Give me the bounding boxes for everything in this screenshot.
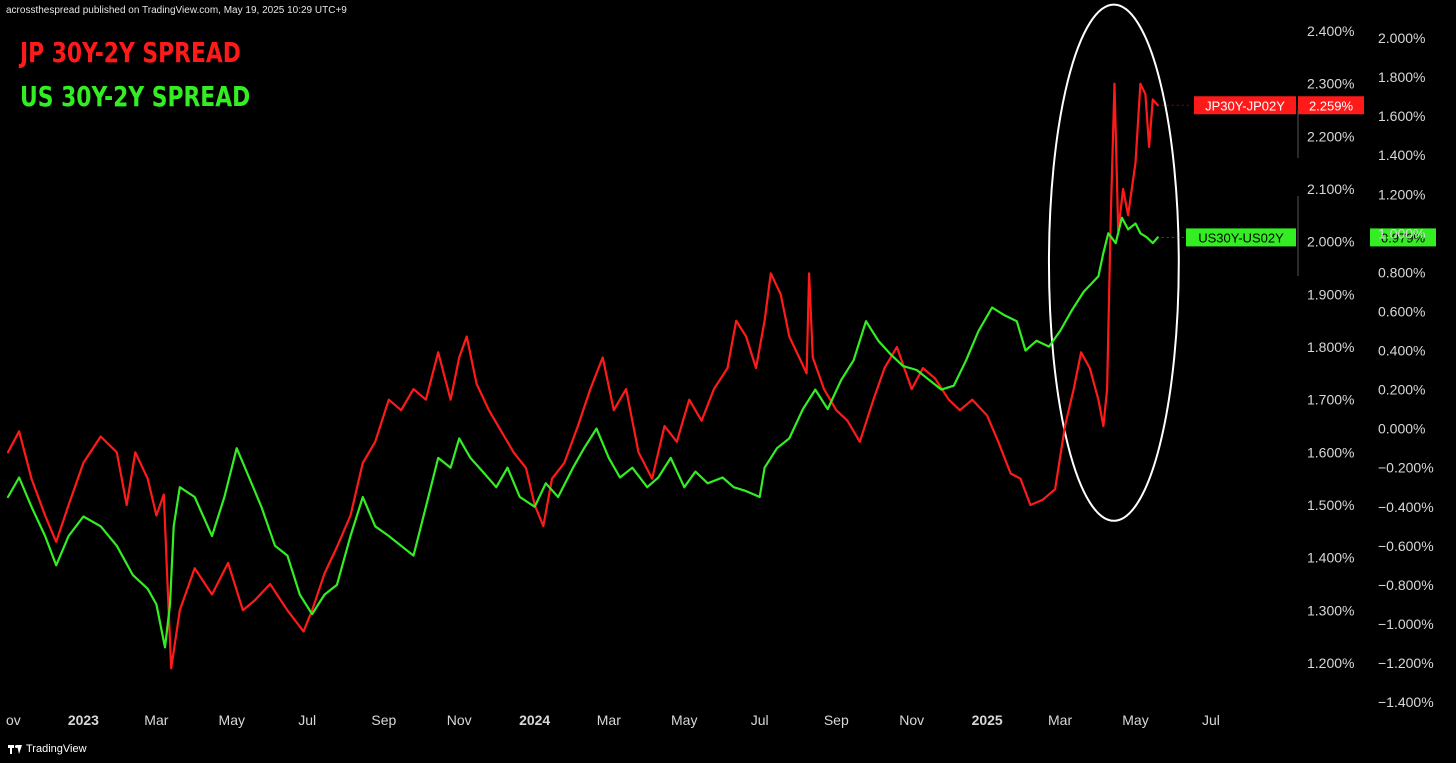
x-tick-label: 2023 — [68, 712, 99, 728]
y-tick-jp: 2.200% — [1307, 128, 1354, 144]
y-tick-us: 1.400% — [1378, 147, 1425, 163]
jp-spread-title: JP 30Y-2Y SPREAD — [20, 36, 241, 69]
y-tick-jp: 2.000% — [1307, 234, 1354, 250]
x-tick-label: Mar — [597, 712, 621, 728]
series-name-tag-us[interactable] — [1186, 228, 1296, 247]
x-tick-label: Nov — [899, 712, 924, 728]
y-tick-jp: 2.300% — [1307, 76, 1354, 92]
y-tick-us: −1.000% — [1378, 616, 1434, 632]
y-axis-us[interactable]: −1.400% −1.200% −1.000% −0.800% −0.600% −0.40… — [1297, 30, 1434, 710]
tradingview-logo-text: TradingView — [26, 743, 87, 755]
last-value-tag-jp[interactable] — [1298, 96, 1364, 115]
y-tick-us: −0.200% — [1378, 460, 1434, 476]
x-tick-label: ov — [6, 712, 21, 728]
x-tick-label: 2025 — [972, 712, 1003, 728]
x-tick-label: Jul — [1202, 712, 1220, 728]
y-tick-us: 1.200% — [1378, 186, 1425, 202]
y-tick-jp: 2.100% — [1307, 181, 1354, 197]
tradingview-icon — [8, 744, 22, 754]
y-tick-jp: 1.300% — [1307, 602, 1354, 618]
y-tick-us: 0.600% — [1378, 303, 1425, 319]
x-tick-label: Nov — [447, 712, 472, 728]
last-value-tag-us[interactable] — [1370, 228, 1436, 247]
y-tick-us: 0.800% — [1378, 264, 1425, 280]
x-tick-label: May — [671, 712, 697, 728]
y-tick-us: 0.400% — [1378, 343, 1425, 359]
x-tick-label: 2024 — [519, 712, 550, 728]
series-name-jp: JP30Y-JP02Y — [1205, 98, 1285, 113]
y-tick-us: −1.200% — [1378, 655, 1434, 671]
y-tick-jp: 1.400% — [1307, 550, 1354, 566]
x-tick-label: May — [219, 712, 245, 728]
y-tick-us: 1.600% — [1378, 108, 1425, 124]
x-tick-label: Sep — [824, 712, 849, 728]
last-value-jp: 2.259% — [1309, 98, 1354, 113]
y-tick-jp: 1.500% — [1307, 497, 1354, 513]
y-tick-us: 2.000% — [1378, 30, 1425, 46]
y-tick-us: 0.000% — [1378, 421, 1425, 437]
y-tick-jp: 1.700% — [1307, 392, 1354, 408]
y-tick-us: −0.600% — [1378, 538, 1434, 554]
series-line-jp[interactable] — [6, 82, 1159, 670]
x-tick-label: May — [1122, 712, 1148, 728]
y-tick-us: 0.200% — [1378, 382, 1425, 398]
last-value-us: 0.979% — [1381, 230, 1426, 245]
series-line-us[interactable] — [6, 216, 1159, 649]
x-tick-label: Mar — [144, 712, 168, 728]
y-tick-us: 1.000% — [1378, 225, 1425, 241]
annotation-layer — [1047, 3, 1180, 522]
y-tick-us: −1.400% — [1378, 694, 1434, 710]
y-tick-jp: 2.400% — [1307, 23, 1354, 39]
y-tick-us: −0.400% — [1378, 499, 1434, 515]
y-tick-us: 1.800% — [1378, 69, 1425, 85]
x-axis[interactable]: ov 2023 Mar May Jul Sep Nov 2024 Mar May Jul Sep Nov… — [6, 712, 1220, 728]
last-value-labels: JP30Y-JP02Y 2.259% US30Y-US02Y 0.979% — [1161, 96, 1436, 247]
y-tick-jp: 1.600% — [1307, 444, 1354, 460]
y-tick-jp: 1.900% — [1307, 286, 1354, 302]
y-tick-jp: 1.200% — [1307, 655, 1354, 671]
x-tick-label: Jul — [751, 712, 769, 728]
annotation-ellipse[interactable] — [1047, 3, 1180, 522]
tradingview-logo[interactable]: TradingView — [8, 743, 87, 755]
published-caption: acrossthespread published on TradingView… — [6, 5, 347, 16]
series-name-tag-jp[interactable] — [1194, 96, 1296, 115]
x-tick-label: Jul — [298, 712, 316, 728]
y-axis-jp[interactable]: 1.200% 1.300% 1.400% 1.500% 1.600% 1.700% 1.80… — [1297, 23, 1354, 671]
x-tick-label: Sep — [371, 712, 396, 728]
x-tick-label: Mar — [1048, 712, 1072, 728]
y-tick-jp: 1.800% — [1307, 339, 1354, 355]
series-name-us: US30Y-US02Y — [1198, 230, 1284, 245]
us-spread-title: US 30Y-2Y SPREAD — [20, 80, 251, 113]
series-layer — [6, 82, 1159, 670]
y-tick-us: −0.800% — [1378, 577, 1434, 593]
